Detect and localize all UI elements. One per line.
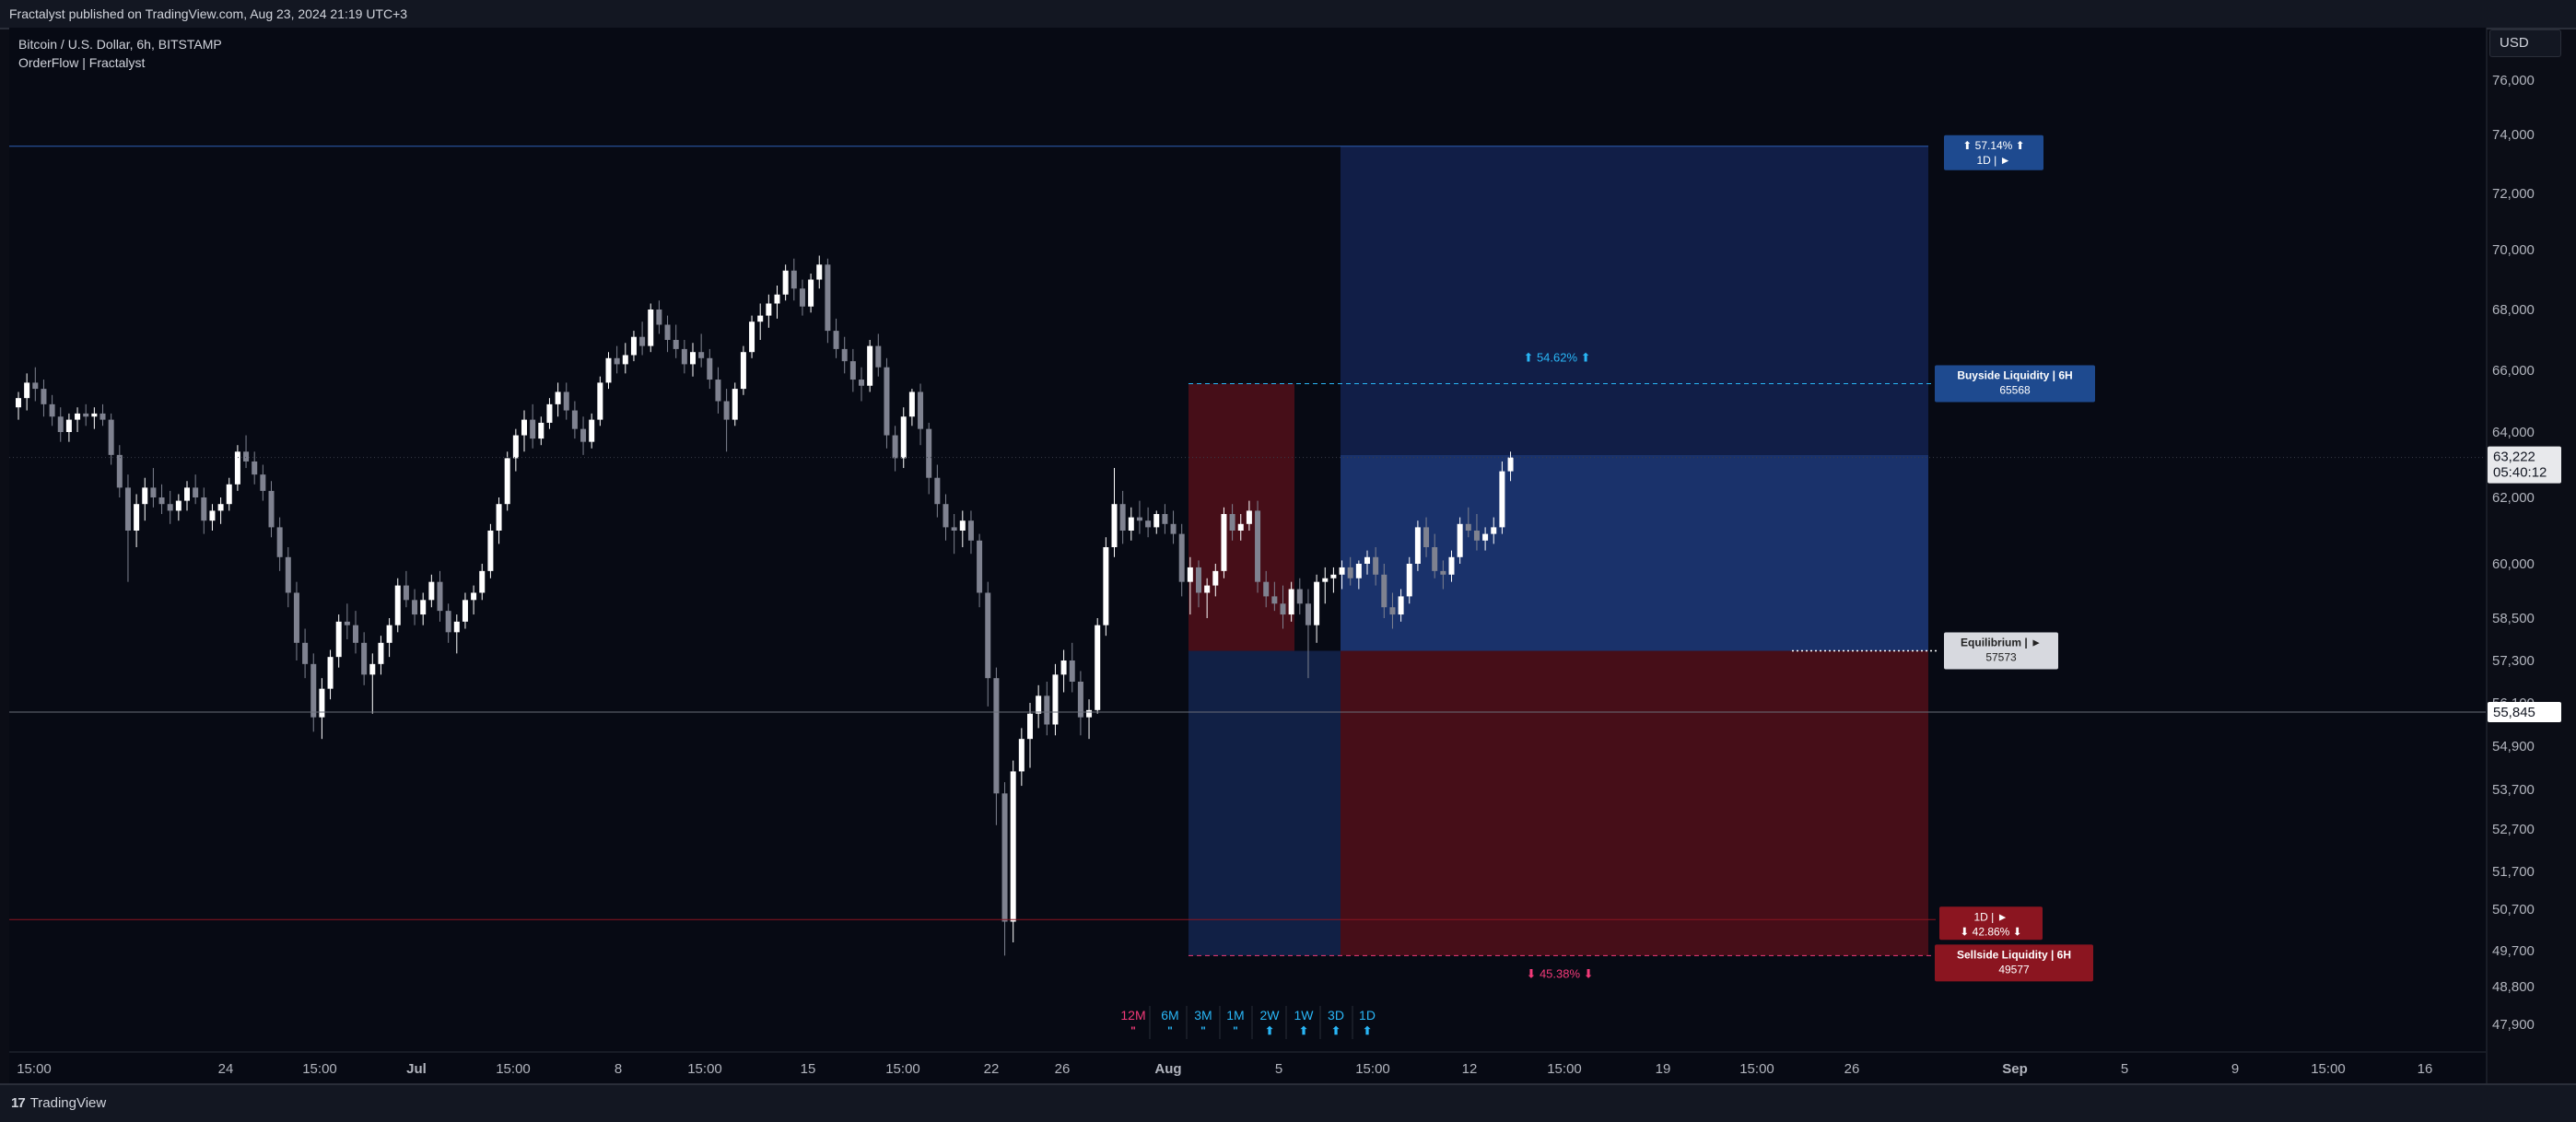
price-tick-label: 74,000 bbox=[2492, 127, 2535, 143]
tradingview-logo-icon: 17 bbox=[11, 1095, 26, 1111]
last-price-badge-text: 63,222 bbox=[2493, 450, 2535, 465]
price-tick-label: 57,300 bbox=[2492, 653, 2535, 669]
price-tick-label: 56,100 bbox=[2492, 695, 2535, 711]
chart-area[interactable] bbox=[9, 28, 2487, 1083]
symbol-title: Bitcoin / U.S. Dollar, 6h, BITSTAMP bbox=[18, 37, 222, 52]
price-tick-label: 70,000 bbox=[2492, 242, 2535, 258]
price-tick-label: 62,000 bbox=[2492, 490, 2535, 506]
price-tick-label: 76,000 bbox=[2492, 73, 2535, 88]
currency-label: USD bbox=[2500, 35, 2529, 51]
crosshair-price-badge-text: 55,845 bbox=[2493, 705, 2535, 720]
price-tick-label: 66,000 bbox=[2492, 363, 2535, 379]
price-tick-label: 49,700 bbox=[2492, 943, 2535, 959]
price-tick-label: 60,000 bbox=[2492, 556, 2535, 572]
price-tick-label: 64,000 bbox=[2492, 425, 2535, 440]
last-price-badge-bg bbox=[2488, 446, 2561, 484]
price-tick-label: 54,900 bbox=[2492, 739, 2535, 754]
publish-text: Fractalyst published on TradingView.com,… bbox=[9, 6, 408, 21]
price-axis: 76,000 74,000 72,000 70,000 68,000 66,000 64,0… bbox=[2488, 73, 2561, 1033]
price-tick-label: 58,500 bbox=[2492, 611, 2535, 626]
brand-label: TradingView bbox=[29, 1095, 107, 1111]
footer-bar: 17 TradingView bbox=[0, 1083, 2576, 1122]
price-tick-label: 53,700 bbox=[2492, 782, 2535, 798]
currency-button[interactable]: USD bbox=[2489, 29, 2561, 57]
tradingview-brand[interactable]: 17 TradingView bbox=[11, 1095, 106, 1111]
publish-bar: Fractalyst published on TradingView.com,… bbox=[0, 0, 2576, 29]
price-tick-label: 52,700 bbox=[2492, 822, 2535, 837]
price-tick-label: 47,900 bbox=[2492, 1017, 2535, 1033]
price-tick-label: 68,000 bbox=[2492, 302, 2535, 318]
price-tick-label: 72,000 bbox=[2492, 186, 2535, 202]
price-tick-label: 48,800 bbox=[2492, 979, 2535, 995]
chart-header: Bitcoin / U.S. Dollar, 6h, BITSTAMP Orde… bbox=[18, 35, 222, 72]
indicator-title: OrderFlow | Fractalyst bbox=[18, 55, 146, 70]
price-tick-label: 50,700 bbox=[2492, 902, 2535, 917]
price-tick-label: 51,700 bbox=[2492, 864, 2535, 880]
crosshair-price-badge-bg bbox=[2488, 701, 2561, 722]
last-price-badge-text: 05:40:12 bbox=[2493, 465, 2547, 481]
crosshair-price-badge: 55,845 bbox=[2488, 701, 2561, 722]
